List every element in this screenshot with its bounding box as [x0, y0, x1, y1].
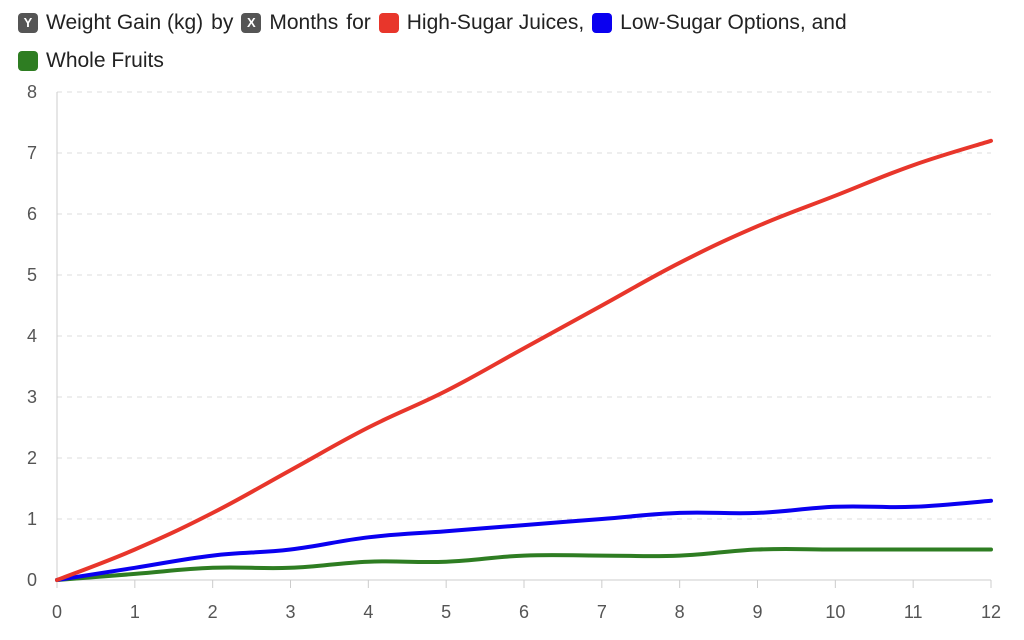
x-tick-label-3: 3 — [285, 602, 295, 622]
x-tick-label-2: 2 — [208, 602, 218, 622]
y-tick-label-8: 8 — [27, 82, 37, 102]
series-line-low-sugar — [55, 498, 993, 582]
legend-line-1: Y Weight Gain (kg) by X Months for High-… — [18, 4, 1008, 42]
y-tick-label-1: 1 — [27, 509, 37, 529]
grid-lines — [57, 91, 991, 520]
y-tick-label-4: 4 — [27, 326, 37, 346]
x-tick-label-4: 4 — [363, 602, 373, 622]
x-tick-label-1: 1 — [130, 602, 140, 622]
x-tick-label-7: 7 — [597, 602, 607, 622]
y-tick-label-6: 6 — [27, 204, 37, 224]
y-tick-label-0: 0 — [27, 570, 37, 590]
legend-label-high-sugar[interactable]: High-Sugar Juices, — [406, 11, 585, 34]
series-line-whole-fruits — [55, 546, 993, 582]
x-tick-label-5: 5 — [441, 602, 451, 622]
series-lines — [55, 138, 993, 582]
legend-x-text: Months — [269, 11, 339, 34]
x-tick-label-12: 12 — [981, 602, 1001, 622]
legend-swatch-high-sugar[interactable] — [378, 13, 399, 33]
y-tick-label-2: 2 — [27, 448, 37, 468]
legend-label-low-sugar[interactable]: Low-Sugar Options, and — [620, 11, 847, 34]
legend-swatch-whole-fruits[interactable] — [18, 51, 38, 71]
chart-legend: Y Weight Gain (kg) by X Months for High-… — [18, 4, 1008, 80]
legend-label-whole-fruits[interactable]: Whole Fruits — [46, 49, 164, 72]
x-tick-label-8: 8 — [675, 602, 685, 622]
legend-swatch-low-sugar[interactable] — [592, 13, 613, 33]
legend-for-text: for — [346, 11, 371, 34]
series-line-high-sugar — [55, 138, 993, 582]
x-tick-label-11: 11 — [904, 602, 923, 622]
y-axis-badge: Y — [18, 13, 38, 33]
y-tick-label-5: 5 — [27, 265, 37, 285]
x-tick-label-6: 6 — [519, 602, 529, 622]
legend-y-text: Weight Gain (kg) — [46, 11, 204, 34]
x-tick-label-9: 9 — [752, 602, 762, 622]
legend-line-2: Whole Fruits — [18, 42, 1008, 80]
y-tick-label-7: 7 — [27, 143, 37, 163]
x-tick-label-0: 0 — [52, 602, 62, 622]
y-tick-label-3: 3 — [27, 387, 37, 407]
axes — [56, 92, 992, 588]
x-axis-badge: X — [241, 13, 262, 33]
legend-by-text: by — [211, 11, 234, 34]
x-tick-label-10: 10 — [825, 602, 845, 622]
